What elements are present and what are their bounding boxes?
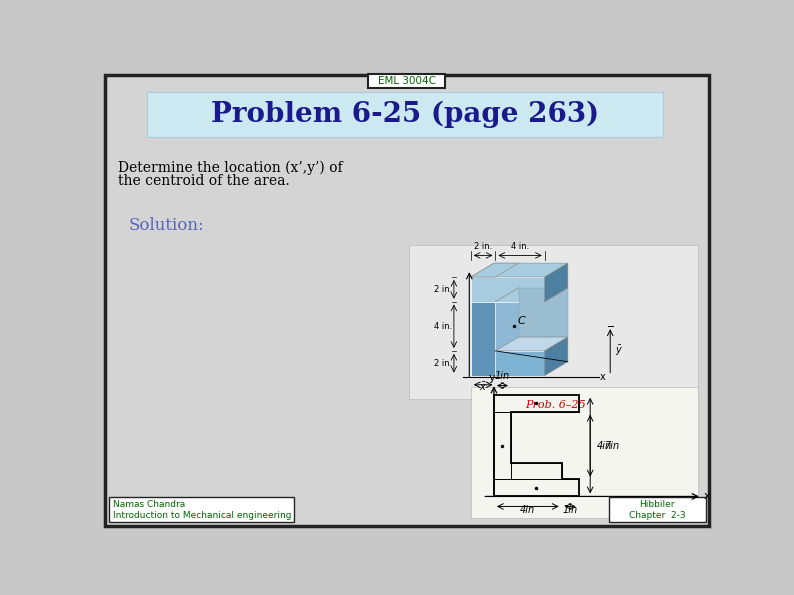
Text: 2 in.: 2 in. bbox=[434, 285, 453, 294]
Text: the centroid of the area.: the centroid of the area. bbox=[118, 174, 290, 188]
Bar bbox=[109, 497, 294, 522]
Polygon shape bbox=[471, 277, 545, 302]
Polygon shape bbox=[471, 351, 545, 375]
Polygon shape bbox=[495, 302, 545, 351]
Text: 4in: 4in bbox=[520, 505, 535, 515]
Text: EML 3004C: EML 3004C bbox=[378, 76, 436, 86]
Bar bbox=[610, 497, 706, 522]
Text: C: C bbox=[518, 316, 526, 326]
Text: Introduction to Mechanical engineering: Introduction to Mechanical engineering bbox=[113, 511, 291, 520]
Text: Solution:: Solution: bbox=[128, 217, 204, 234]
Text: $\bar{x}$: $\bar{x}$ bbox=[479, 381, 488, 393]
Bar bbox=[148, 92, 663, 137]
Text: Prob. 6–25: Prob. 6–25 bbox=[525, 400, 586, 410]
Text: y: y bbox=[488, 373, 495, 383]
Text: 4 in.: 4 in. bbox=[434, 322, 453, 331]
Text: 2 in.: 2 in. bbox=[434, 359, 453, 368]
Polygon shape bbox=[518, 288, 568, 337]
Text: 4 in.: 4 in. bbox=[511, 242, 530, 251]
Text: 1in: 1in bbox=[563, 505, 578, 515]
Polygon shape bbox=[495, 337, 568, 351]
Polygon shape bbox=[545, 263, 568, 302]
Text: Hibbiler: Hibbiler bbox=[639, 500, 675, 509]
Polygon shape bbox=[471, 277, 495, 375]
Text: $\bar{y}$: $\bar{y}$ bbox=[615, 344, 623, 358]
Bar bbox=[409, 245, 698, 399]
Polygon shape bbox=[471, 263, 518, 277]
Polygon shape bbox=[471, 263, 568, 277]
Polygon shape bbox=[545, 337, 568, 375]
Text: Namas Chandra: Namas Chandra bbox=[113, 500, 185, 509]
Text: Problem 6-25 (page 263): Problem 6-25 (page 263) bbox=[211, 101, 599, 128]
Text: 7in: 7in bbox=[604, 441, 619, 450]
Text: Determine the location (x’,y’) of: Determine the location (x’,y’) of bbox=[118, 161, 343, 175]
Text: 1in: 1in bbox=[495, 371, 510, 381]
Text: Chapter  2-3: Chapter 2-3 bbox=[629, 511, 685, 520]
Bar bbox=[368, 74, 445, 88]
Bar bbox=[471, 387, 698, 518]
Text: 4in: 4in bbox=[596, 441, 611, 450]
Text: 2 in.: 2 in. bbox=[474, 242, 492, 251]
Text: x: x bbox=[600, 372, 606, 382]
Text: x: x bbox=[703, 491, 710, 502]
